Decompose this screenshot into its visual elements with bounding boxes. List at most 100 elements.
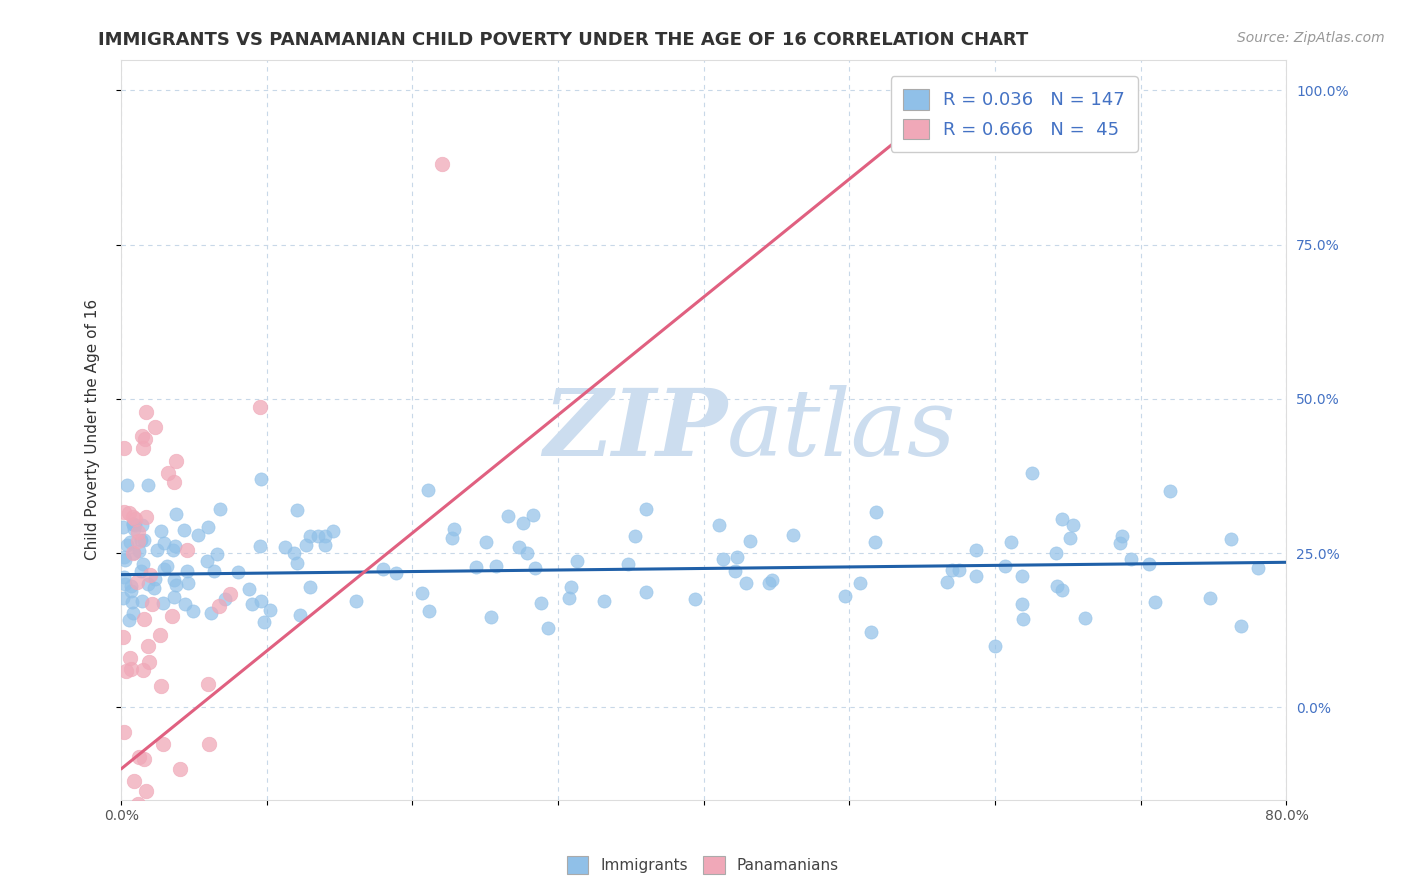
Point — [143, 572, 166, 586]
Point — [129, 533, 152, 548]
Point — [138, 478, 160, 492]
Point — [135, 510, 157, 524]
Point — [121, 594, 143, 608]
Point — [295, 538, 318, 552]
Point — [124, 517, 146, 532]
Point — [1074, 611, 1097, 625]
Point — [259, 603, 281, 617]
Point — [1198, 591, 1220, 605]
Point — [523, 561, 546, 575]
Point — [122, 606, 145, 620]
Point — [636, 585, 658, 599]
Point — [565, 554, 588, 568]
Point — [143, 582, 166, 596]
Point — [314, 529, 336, 543]
Text: atlas: atlas — [727, 384, 956, 475]
Text: IMMIGRANTS VS PANAMANIAN CHILD POVERTY UNDER THE AGE OF 16 CORRELATION CHART: IMMIGRANTS VS PANAMANIAN CHILD POVERTY U… — [98, 31, 1029, 49]
Point — [176, 564, 198, 578]
Point — [202, 564, 225, 578]
Point — [187, 527, 209, 541]
Point — [156, 558, 179, 573]
Point — [634, 502, 657, 516]
Point — [149, 628, 172, 642]
Point — [131, 594, 153, 608]
Point — [782, 528, 804, 542]
Point — [1050, 511, 1073, 525]
Point — [1111, 529, 1133, 543]
Point — [616, 557, 638, 571]
Point — [143, 420, 166, 434]
Point — [176, 542, 198, 557]
Point — [138, 655, 160, 669]
Point — [1121, 552, 1143, 566]
Point — [165, 453, 187, 467]
Point — [418, 604, 440, 618]
Point — [114, 553, 136, 567]
Point — [153, 536, 176, 550]
Point — [120, 662, 142, 676]
Point — [115, 538, 138, 552]
Point — [160, 608, 183, 623]
Point — [1230, 619, 1253, 633]
Point — [132, 612, 155, 626]
Point — [1108, 536, 1130, 550]
Point — [516, 546, 538, 560]
Point — [118, 506, 141, 520]
Point — [522, 508, 544, 523]
Point — [761, 573, 783, 587]
Point — [685, 592, 707, 607]
Point — [385, 566, 408, 580]
Point — [238, 582, 260, 596]
Y-axis label: Child Poverty Under the Age of 16: Child Poverty Under the Age of 16 — [86, 299, 100, 560]
Point — [1021, 466, 1043, 480]
Legend: Immigrants, Panamanians: Immigrants, Panamanians — [561, 850, 845, 880]
Point — [1012, 612, 1035, 626]
Point — [122, 522, 145, 536]
Point — [121, 546, 143, 560]
Point — [285, 503, 308, 517]
Point — [1011, 568, 1033, 582]
Point — [496, 508, 519, 523]
Point — [120, 579, 142, 593]
Point — [135, 405, 157, 419]
Point — [560, 580, 582, 594]
Point — [128, 749, 150, 764]
Point — [139, 568, 162, 582]
Point — [1219, 533, 1241, 547]
Point — [941, 563, 963, 577]
Point — [299, 580, 322, 594]
Point — [252, 615, 274, 630]
Point — [112, 570, 135, 584]
Point — [711, 551, 734, 566]
Point — [195, 554, 218, 568]
Point — [127, 534, 149, 549]
Point — [115, 478, 138, 492]
Point — [863, 535, 886, 549]
Point — [122, 510, 145, 524]
Point — [1052, 582, 1074, 597]
Point — [411, 586, 433, 600]
Point — [118, 614, 141, 628]
Point — [1045, 546, 1067, 560]
Point — [948, 563, 970, 577]
Point — [250, 594, 273, 608]
Point — [122, 774, 145, 789]
Point — [129, 564, 152, 578]
Point — [344, 593, 367, 607]
Point — [735, 575, 758, 590]
Point — [165, 578, 187, 592]
Point — [114, 576, 136, 591]
Point — [285, 556, 308, 570]
Point — [197, 737, 219, 751]
Point — [125, 574, 148, 589]
Point — [134, 432, 156, 446]
Point — [197, 676, 219, 690]
Point — [624, 529, 647, 543]
Point — [1059, 532, 1081, 546]
Legend: R = 0.036   N = 147, R = 0.666   N =  45: R = 0.036 N = 147, R = 0.666 N = 45 — [891, 76, 1137, 152]
Point — [121, 516, 143, 531]
Point — [112, 725, 135, 739]
Point — [153, 562, 176, 576]
Point — [307, 529, 329, 543]
Point — [128, 543, 150, 558]
